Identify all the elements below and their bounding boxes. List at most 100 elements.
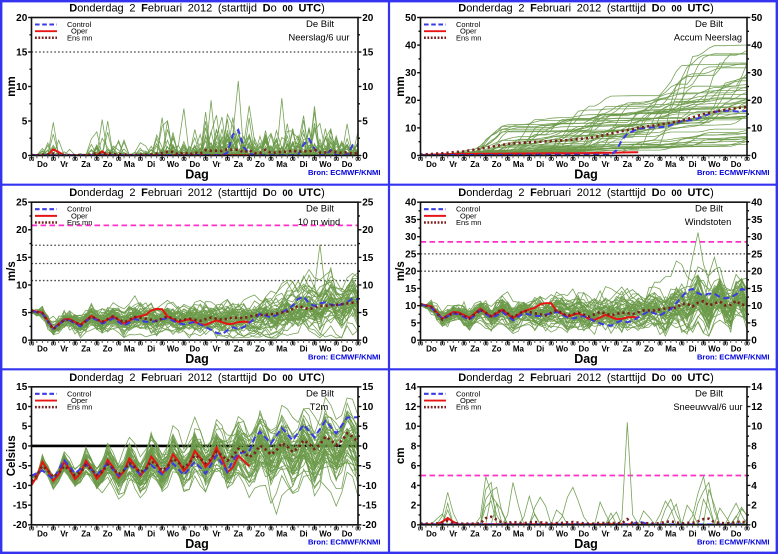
svg-text:Control: Control (67, 20, 92, 29)
svg-text:Do: Do (426, 160, 437, 169)
svg-text:00: 00 (744, 526, 750, 532)
svg-text:Zo: Zo (255, 529, 265, 538)
svg-text:25: 25 (405, 249, 417, 260)
svg-text:Do: Do (342, 345, 353, 354)
svg-text:00: 00 (72, 157, 78, 163)
svg-text:Wo: Wo (708, 529, 720, 538)
svg-text:00: 00 (94, 526, 100, 532)
svg-text:Vr: Vr (601, 529, 609, 538)
svg-text:20: 20 (16, 225, 28, 236)
svg-text:5: 5 (362, 422, 368, 433)
svg-text:12: 12 (405, 402, 417, 413)
svg-text:De Bilt: De Bilt (695, 204, 723, 215)
svg-text:0: 0 (751, 151, 757, 162)
svg-text:00: 00 (570, 157, 576, 163)
svg-text:5: 5 (411, 318, 417, 329)
svg-text:Wo: Wo (556, 345, 568, 354)
svg-text:Dag: Dag (574, 168, 598, 182)
svg-text:00: 00 (225, 342, 231, 348)
svg-text:00: 00 (290, 157, 296, 163)
svg-text:8: 8 (411, 441, 417, 452)
svg-text:15: 15 (405, 284, 417, 295)
svg-text:Di: Di (147, 529, 155, 538)
svg-text:Dag: Dag (185, 537, 209, 551)
svg-text:00: 00 (247, 526, 253, 532)
svg-text:De Bilt: De Bilt (306, 388, 334, 399)
svg-text:Control: Control (456, 20, 481, 29)
svg-text:mm: mm (395, 76, 407, 96)
svg-text:Donderdag 2 Februari 2012 (sta: Donderdag 2 Februari 2012 (starttijd Do … (458, 3, 714, 15)
svg-text:0: 0 (22, 151, 28, 162)
svg-text:Vr: Vr (449, 529, 457, 538)
svg-text:00: 00 (483, 342, 489, 348)
svg-text:00: 00 (138, 526, 144, 532)
svg-text:00: 00 (181, 526, 187, 532)
svg-text:Do: Do (37, 160, 48, 169)
svg-text:35: 35 (751, 215, 763, 226)
svg-text:Oper: Oper (71, 211, 88, 220)
svg-text:00: 00 (94, 157, 100, 163)
svg-text:00: 00 (592, 342, 598, 348)
svg-text:00: 00 (723, 342, 729, 348)
svg-text:00: 00 (72, 342, 78, 348)
svg-text:00: 00 (225, 157, 231, 163)
svg-text:35: 35 (405, 215, 417, 226)
svg-text:Vr: Vr (60, 345, 68, 354)
svg-text:-20: -20 (362, 520, 377, 531)
svg-text:00: 00 (268, 526, 274, 532)
svg-text:Dag: Dag (185, 352, 209, 366)
svg-text:Wo: Wo (708, 345, 720, 354)
svg-text:00: 00 (203, 157, 209, 163)
svg-text:00: 00 (701, 342, 707, 348)
svg-text:Di: Di (300, 160, 308, 169)
svg-text:0: 0 (362, 151, 368, 162)
svg-text:30: 30 (751, 68, 763, 79)
svg-text:Di: Di (689, 529, 697, 538)
svg-text:Do: Do (189, 160, 200, 169)
svg-text:Ma: Ma (665, 160, 677, 169)
svg-text:00: 00 (592, 526, 598, 532)
svg-text:00: 00 (636, 526, 642, 532)
svg-text:00: 00 (549, 526, 555, 532)
svg-text:Vr: Vr (449, 345, 457, 354)
svg-text:5: 5 (751, 318, 757, 329)
svg-text:0: 0 (751, 520, 757, 531)
svg-text:4: 4 (751, 481, 757, 492)
svg-text:0: 0 (22, 441, 28, 452)
svg-text:Ma: Ma (276, 160, 288, 169)
svg-text:Di: Di (147, 345, 155, 354)
svg-text:20: 20 (405, 96, 417, 107)
svg-text:00: 00 (355, 526, 361, 532)
svg-text:Di: Di (536, 529, 544, 538)
svg-text:0: 0 (22, 336, 28, 347)
svg-text:Ens mn: Ens mn (67, 403, 92, 412)
svg-text:m/s: m/s (395, 261, 407, 281)
svg-text:Za: Za (470, 160, 480, 169)
svg-text:Ma: Ma (665, 345, 677, 354)
svg-text:15: 15 (362, 382, 374, 393)
svg-text:0: 0 (751, 336, 757, 347)
svg-text:00: 00 (636, 342, 642, 348)
svg-text:00: 00 (592, 157, 598, 163)
svg-text:00: 00 (181, 157, 187, 163)
svg-text:Ens mn: Ens mn (67, 218, 92, 227)
svg-text:Di: Di (300, 529, 308, 538)
svg-text:00: 00 (657, 526, 663, 532)
svg-text:Dag: Dag (574, 537, 598, 551)
svg-text:Ens mn: Ens mn (456, 33, 481, 42)
svg-text:Control: Control (456, 389, 481, 398)
svg-text:00: 00 (116, 526, 122, 532)
svg-text:00: 00 (723, 526, 729, 532)
svg-text:00: 00 (418, 342, 424, 348)
svg-text:Accum Neerslag: Accum Neerslag (674, 33, 742, 43)
svg-text:15: 15 (362, 253, 374, 264)
svg-text:40: 40 (751, 198, 763, 209)
svg-text:Ma: Ma (513, 345, 525, 354)
svg-text:40: 40 (405, 41, 417, 52)
svg-text:-10: -10 (362, 481, 377, 492)
svg-text:00: 00 (679, 526, 685, 532)
svg-text:Za: Za (623, 529, 633, 538)
svg-text:00: 00 (225, 526, 231, 532)
svg-text:Di: Di (300, 345, 308, 354)
svg-text:Do: Do (342, 529, 353, 538)
